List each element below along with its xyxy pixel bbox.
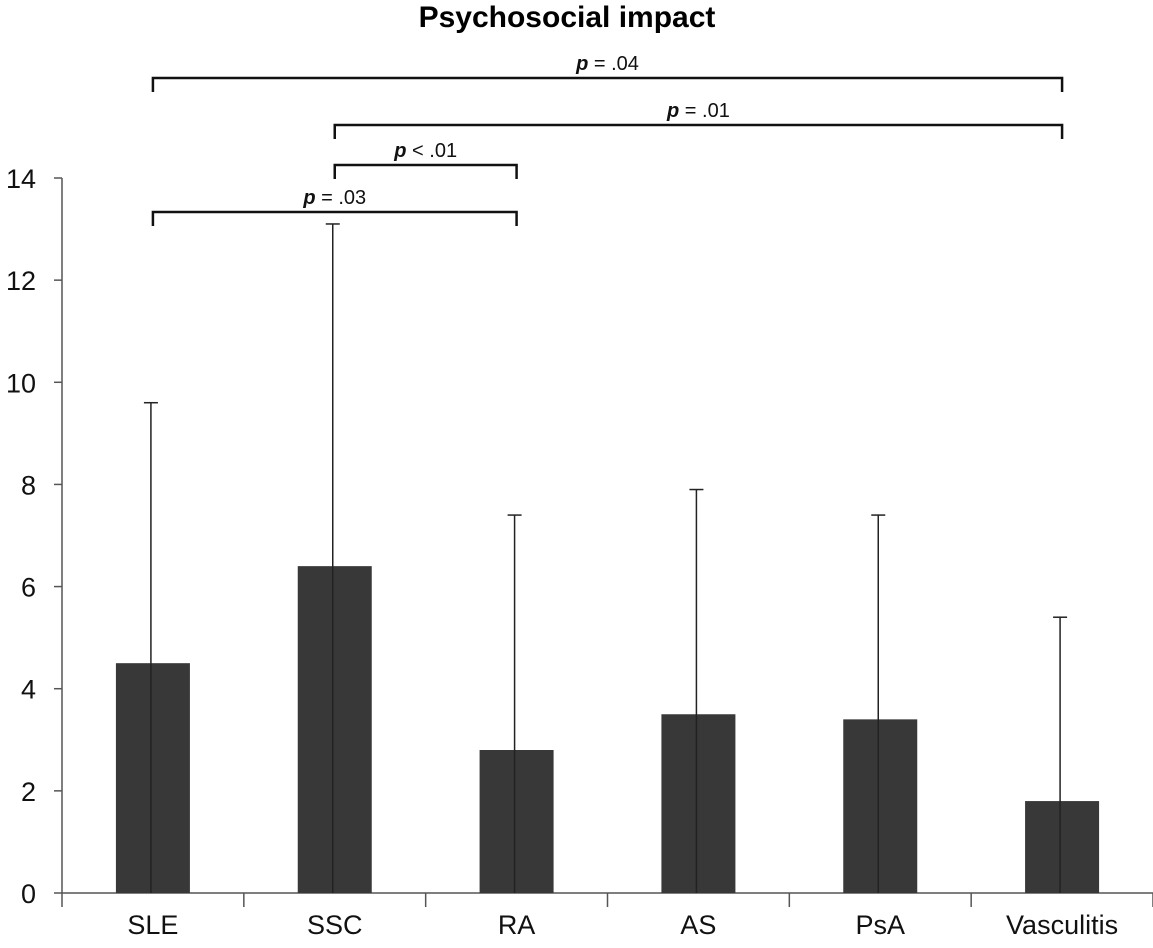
x-tick-label: SLE <box>127 910 178 940</box>
x-tick-label: SSC <box>307 910 363 940</box>
significance-brackets: p = .03 p < .01 p = .01 p = .04 <box>151 53 1064 226</box>
significance-bracket <box>151 210 518 226</box>
chart-title: Psychosocial impact <box>419 1 716 34</box>
axes: 0 2 4 6 8 10 12 14 <box>6 164 1153 909</box>
category-labels: SLE SSC RA AS PsA Vasculitis <box>127 910 1118 940</box>
y-tick-label: 8 <box>21 470 36 500</box>
error-bars <box>143 223 1068 893</box>
y-tick-label: 12 <box>6 266 36 296</box>
y-tick-label: 6 <box>21 573 36 603</box>
significance-label: p = .03 <box>302 187 366 209</box>
significance-label: p = .01 <box>666 100 730 122</box>
y-tick-label: 10 <box>6 368 36 398</box>
x-tick-label: Vasculitis <box>1006 910 1118 940</box>
y-tick-label: 4 <box>21 675 36 705</box>
bar-ssc <box>297 566 372 893</box>
significance-bracket <box>151 76 1064 92</box>
y-tick-label: 2 <box>21 777 36 807</box>
y-tick-label: 14 <box>6 164 36 194</box>
bar-as <box>661 714 736 893</box>
x-tick-label: AS <box>680 910 716 940</box>
significance-label: p = .04 <box>575 53 639 75</box>
x-tick-label: RA <box>498 910 536 940</box>
significance-bracket <box>333 163 518 179</box>
x-tick-label: PsA <box>855 910 905 940</box>
bar-vasculitis <box>1025 801 1100 893</box>
bar-ra <box>479 750 554 893</box>
bars <box>115 566 1100 893</box>
bar-sle <box>115 663 190 893</box>
y-tick-label: 0 <box>21 879 36 909</box>
significance-bracket <box>333 123 1064 139</box>
significance-label: p < .01 <box>393 140 457 162</box>
bar-psa <box>843 719 918 893</box>
